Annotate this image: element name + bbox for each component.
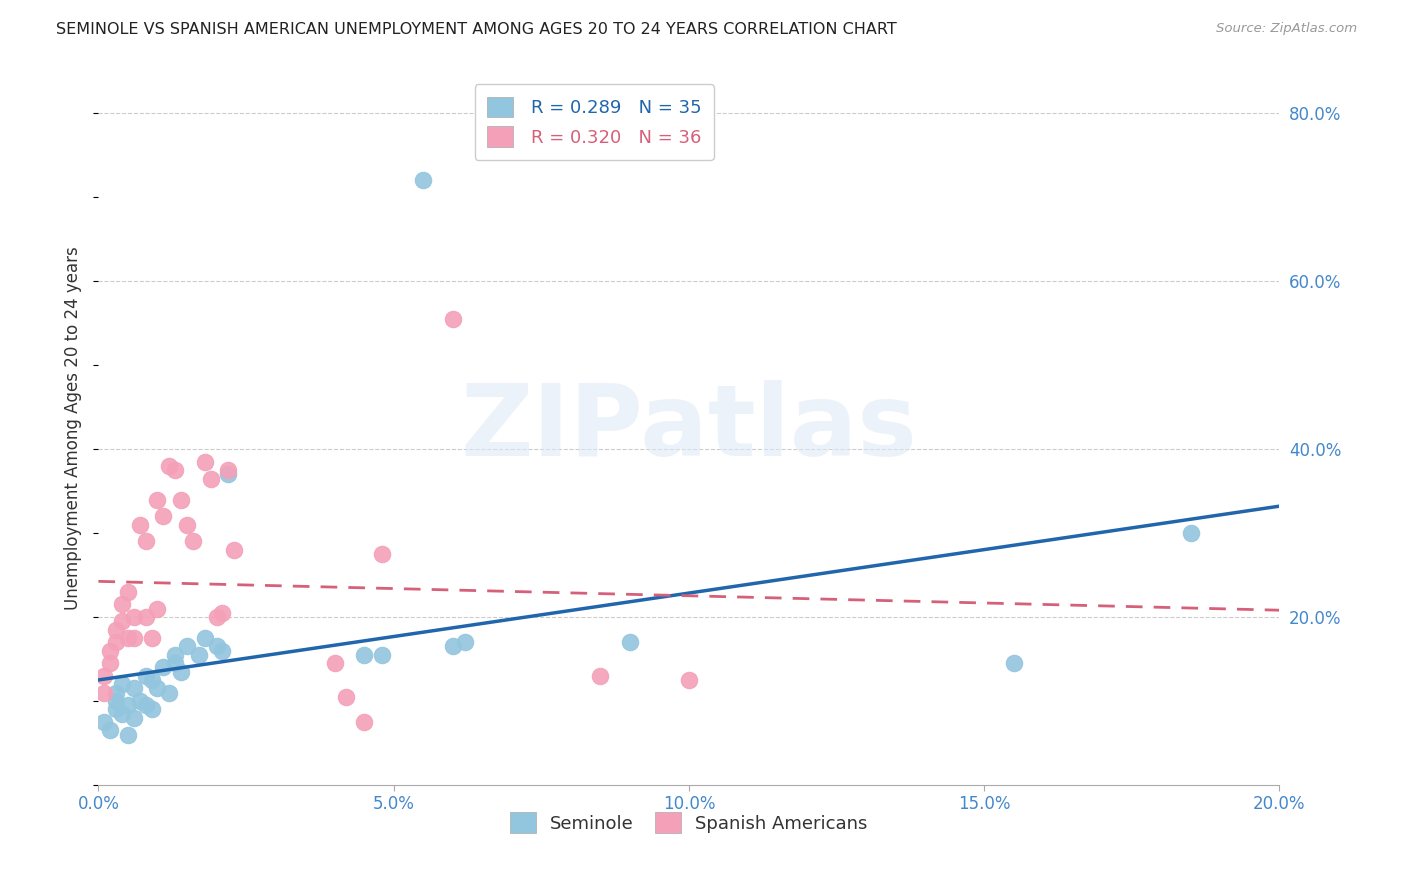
Point: [453, 635, 475, 649]
Point: [122, 610, 145, 624]
Point: [122, 631, 145, 645]
Point: [200, 471, 222, 485]
Point: [111, 706, 134, 721]
Point: [170, 665, 193, 679]
Point: [353, 714, 375, 729]
Point: [152, 509, 174, 524]
Point: [619, 635, 641, 649]
Point: [105, 702, 128, 716]
Point: [170, 492, 193, 507]
Point: [93, 669, 115, 683]
Point: [93, 685, 115, 699]
Point: [135, 698, 157, 713]
Point: [441, 312, 464, 326]
Point: [122, 681, 145, 696]
Point: [205, 610, 228, 624]
Point: [105, 623, 128, 637]
Point: [165, 648, 187, 662]
Point: [176, 640, 198, 654]
Point: [141, 702, 163, 716]
Point: [117, 585, 139, 599]
Point: [141, 631, 163, 645]
Legend: Seminole, Spanish Americans: Seminole, Spanish Americans: [503, 805, 875, 840]
Point: [678, 673, 700, 687]
Point: [165, 657, 187, 671]
Point: [176, 517, 198, 532]
Point: [217, 467, 239, 482]
Point: [105, 635, 128, 649]
Point: [335, 690, 357, 704]
Point: [353, 648, 375, 662]
Point: [224, 542, 246, 557]
Point: [117, 728, 139, 742]
Point: [128, 517, 150, 532]
Point: [194, 631, 217, 645]
Point: [111, 614, 134, 628]
Point: [589, 669, 612, 683]
Point: [135, 669, 157, 683]
Point: [165, 463, 187, 477]
Point: [371, 547, 394, 561]
Point: [98, 723, 121, 738]
Point: [205, 640, 228, 654]
Text: Source: ZipAtlas.com: Source: ZipAtlas.com: [1216, 22, 1357, 36]
Text: ZIPatlas: ZIPatlas: [461, 380, 917, 476]
Point: [122, 711, 145, 725]
Point: [146, 681, 169, 696]
Point: [117, 631, 139, 645]
Point: [98, 643, 121, 657]
Point: [211, 606, 233, 620]
Point: [98, 657, 121, 671]
Point: [194, 455, 217, 469]
Point: [412, 173, 434, 187]
Point: [105, 685, 128, 699]
Point: [135, 610, 157, 624]
Point: [157, 685, 180, 699]
Point: [105, 694, 128, 708]
Y-axis label: Unemployment Among Ages 20 to 24 years: Unemployment Among Ages 20 to 24 years: [65, 246, 83, 610]
Point: [157, 458, 180, 473]
Text: SEMINOLE VS SPANISH AMERICAN UNEMPLOYMENT AMONG AGES 20 TO 24 YEARS CORRELATION : SEMINOLE VS SPANISH AMERICAN UNEMPLOYMEN…: [56, 22, 897, 37]
Point: [146, 492, 169, 507]
Point: [1180, 526, 1202, 541]
Point: [181, 534, 204, 549]
Point: [1002, 657, 1025, 671]
Point: [441, 640, 464, 654]
Point: [93, 714, 115, 729]
Point: [128, 694, 150, 708]
Point: [135, 534, 157, 549]
Point: [141, 673, 163, 687]
Point: [111, 598, 134, 612]
Point: [111, 677, 134, 691]
Point: [323, 657, 346, 671]
Point: [187, 648, 209, 662]
Point: [217, 463, 239, 477]
Point: [371, 648, 394, 662]
Point: [117, 698, 139, 713]
Point: [152, 660, 174, 674]
Point: [211, 643, 233, 657]
Point: [146, 601, 169, 615]
